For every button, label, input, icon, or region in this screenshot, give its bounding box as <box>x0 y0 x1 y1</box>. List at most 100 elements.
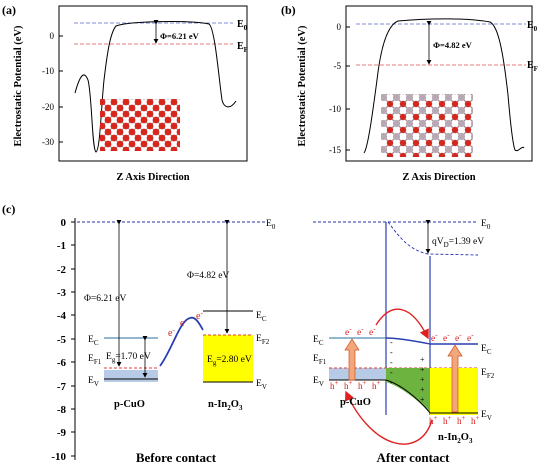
panel-a-cuo-structure <box>100 99 180 151</box>
after-electron: e- <box>357 325 364 338</box>
panel-c-ytick: -4 <box>57 310 67 322</box>
panel-c-ytick: -8 <box>57 404 67 416</box>
after-hole: h+ <box>471 414 480 426</box>
panel-c-ytick: -6 <box>57 357 67 369</box>
space-charge-plus: + <box>420 385 425 394</box>
panel-a-e0: E0 <box>237 19 248 32</box>
panel-b-in2o3-structure <box>381 94 473 157</box>
after-electron: e- <box>369 325 376 338</box>
before-electron: e- <box>168 326 175 339</box>
cuo-ec-label: EC <box>88 335 99 347</box>
panel-a: (a) 0 -10 -20 -30 Electrostatic Potentia… <box>2 3 248 183</box>
in2o3-eg: Eg=2.80 eV <box>207 355 252 367</box>
after-contact-diagram: E0 qVD=1.39 eV - - - - - + <box>313 219 495 465</box>
after-hole: h+ <box>372 379 381 391</box>
panel-c-tag: (c) <box>2 202 15 216</box>
panel-a-ylabel: Electrostatic Potential (eV) <box>13 25 24 147</box>
excitation-arrows <box>344 338 463 413</box>
panel-b-e0: E0 <box>527 20 538 33</box>
after-electron: e- <box>431 331 438 344</box>
panel-b-phi: Φ=4.82 eV <box>433 40 473 50</box>
depletion-region <box>386 368 430 413</box>
before-electron: e- <box>180 316 187 329</box>
before-electron: e- <box>196 309 203 322</box>
space-charge-plus: + <box>420 375 425 384</box>
panel-b-xlabel: Z Axis Direction <box>402 172 475 183</box>
after-in2o3-ec-label: EC <box>481 344 492 356</box>
after-hole: h+ <box>457 414 466 426</box>
panel-b-ylabel: Electrostatic Potential (eV) <box>297 25 308 147</box>
panel-b: (b) 0 -5 -10 -15 Electrostatic Potential… <box>281 3 538 183</box>
electron-transfer-arrow <box>375 308 429 340</box>
panel-b-potential-curve <box>363 18 525 154</box>
panel-b-ef: EF <box>527 60 538 73</box>
panel-a-xlabel: Z Axis Direction <box>116 172 189 183</box>
panel-c: (c) 0 -1 -2 -3 -4 -5 -6 -7 -8 -9 -10 E0 <box>2 202 495 465</box>
after-electron: e- <box>455 331 462 344</box>
panel-b-ytick: -5 <box>334 61 342 71</box>
panel-a-frame <box>58 5 248 162</box>
after-e0-label: E0 <box>481 219 491 231</box>
space-charge-plus: + <box>420 355 425 364</box>
space-charge-minus: - <box>390 368 393 377</box>
qvd-label: qVD=1.39 eV <box>432 237 484 249</box>
in2o3-phi: Φ=4.82 eV <box>187 271 230 281</box>
panel-c-ytick: -7 <box>57 381 67 393</box>
after-electron: e- <box>443 331 450 344</box>
cuo-phi: Φ=6.21 eV <box>84 294 127 304</box>
after-contact-title: After contact <box>376 450 450 465</box>
after-conduction-band-bent <box>385 337 478 345</box>
panel-b-tag: (b) <box>281 3 296 17</box>
after-electron: e- <box>467 331 474 344</box>
space-charge-plus: + <box>420 395 425 404</box>
panel-a-ytick: -20 <box>42 102 54 112</box>
panel-b-ytick: 0 <box>337 22 342 32</box>
after-cuo-label: p-CuO <box>340 397 371 408</box>
after-hole: h+ <box>344 379 353 391</box>
cuo-ef1-label: EF1 <box>88 354 102 366</box>
cuo-excitation-arrow <box>344 338 360 381</box>
after-ef1-label: EF1 <box>313 354 327 366</box>
panel-a-ytick: -10 <box>42 66 54 76</box>
panel-c-ytick: -9 <box>57 427 67 439</box>
space-charge-minus: - <box>390 358 393 367</box>
before-transfer-curve <box>159 316 204 367</box>
panel-a-potential-curve <box>74 21 237 153</box>
after-electron: e- <box>345 325 352 338</box>
before-contact-title: Before contact <box>136 450 217 465</box>
cuo-valence-fill <box>104 370 158 382</box>
panel-a-ef: EF <box>237 41 248 54</box>
after-in2o3-ev-label: EV <box>481 410 492 422</box>
after-bent-vacuum-level <box>387 221 479 256</box>
in2o3-ev-label: EV <box>256 379 267 391</box>
space-charge-plus: + <box>420 365 425 374</box>
panel-a-ytick: -30 <box>42 137 54 147</box>
after-hole: h+ <box>358 379 367 391</box>
before-e0-label: E0 <box>266 219 276 231</box>
space-charge-minus: - <box>390 338 393 347</box>
after-cuo-ev-label: EV <box>313 376 324 388</box>
panel-c-ytick: -10 <box>51 451 66 463</box>
panel-c-ytick: 0 <box>61 217 67 229</box>
panel-c-ytick: -3 <box>57 287 67 299</box>
space-charge-minus: - <box>390 378 393 387</box>
panel-c-ytick: -2 <box>57 264 67 276</box>
panel-c-ytick: -1 <box>57 240 66 252</box>
cuo-ev-label: EV <box>88 376 99 388</box>
cuo-eg: Eg=1.70 eV <box>106 352 151 364</box>
panel-b-frame <box>345 5 533 162</box>
before-contact-diagram: E0 Φ=6.21 eV Eg=1.70 eV EC EF1 EV p-CuO … <box>77 219 276 465</box>
space-charge: - - - - - + + + + + <box>390 338 425 404</box>
panel-c-ytick: -5 <box>57 334 67 346</box>
space-charge-minus: - <box>390 348 393 357</box>
in2o3-ec-label: EC <box>256 311 267 323</box>
in2o3-band-fill <box>203 335 253 382</box>
after-hole: h+ <box>330 379 339 391</box>
panel-b-ytick: -10 <box>329 104 341 114</box>
after-valence-band-bent <box>385 379 478 414</box>
in2o3-ef2-label: EF2 <box>256 334 270 346</box>
hole-transfer-arrow <box>344 390 433 445</box>
panel-a-phi: Φ=6.21 eV <box>160 31 200 41</box>
cuo-label: p-CuO <box>114 399 145 410</box>
